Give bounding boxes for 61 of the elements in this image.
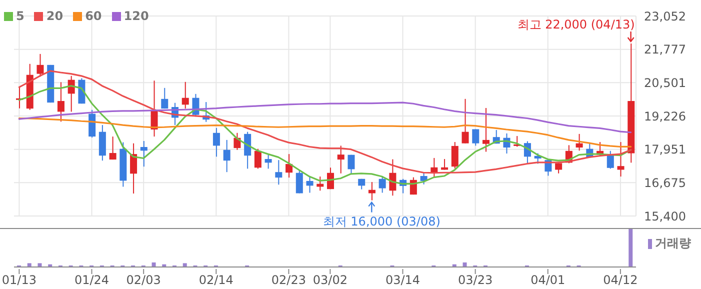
candlestick [212,127,220,158]
x-tick-label: 02/03 [126,273,161,287]
candlestick [244,131,252,170]
legend-label: 20 [46,9,64,23]
candlestick [576,133,583,152]
legend-label: 60 [85,9,102,23]
candlestick [462,98,469,144]
candlestick [223,139,230,173]
candlestick [482,108,490,152]
candlestick [57,82,64,122]
x-tick-label: 02/14 [198,273,234,287]
candlestick [88,109,96,138]
candlestick [286,154,293,178]
candlestick [617,142,624,178]
candlestick [555,162,562,174]
legend-label: 거래량 [655,235,691,252]
candlestick [161,87,168,110]
legend-label: 5 [16,9,24,23]
x-tick-label: 03/14 [385,273,420,287]
candlestick [275,160,282,186]
candlestick [472,128,480,146]
legend-label: 120 [124,9,149,23]
candlestick [98,124,106,162]
x-tick-label: 04/12 [603,273,638,287]
candlestick [306,176,314,194]
candlestick [140,140,148,168]
candlestick [264,154,272,170]
candlestick [130,142,138,194]
candlestick [296,169,303,194]
line-series [18,70,632,174]
candlestick [150,80,158,138]
candlestick [378,176,386,194]
y-tick-label: 19,226 [644,109,686,124]
candlestick [606,150,614,170]
x-tick-label: 01/13 [2,273,36,287]
y-tick-label: 15,400 [644,209,686,224]
y-tick-label: 21,777 [644,42,686,57]
bar [38,263,42,267]
y-tick-label: 20,501 [644,76,686,90]
candlestick [451,142,458,169]
candlestick [348,154,355,174]
candlestick [182,81,189,110]
candlestick [420,172,428,185]
y-tick-label: 17,951 [644,142,686,157]
candlestick [368,182,376,201]
bar [628,229,633,267]
bar [27,263,32,267]
x-tick-label: 03/23 [458,273,493,287]
x-tick-label: 04/01 [530,273,566,287]
x-tick-label: 01/24 [74,273,110,287]
annotation: 최저 16,000 (03/08) [322,214,440,228]
x-tick-label: 02/23 [271,273,306,287]
candlestick [254,148,262,170]
y-tick-label: 23,052 [644,9,686,24]
y-tick-label: 16,675 [644,176,686,190]
annotation: 최고 22,000 (04/13) [517,17,635,32]
candlestick [36,53,44,78]
bar [182,263,187,267]
candlestick [337,145,344,174]
candlestick [109,136,116,160]
x-tick-label: 03/02 [312,273,348,287]
